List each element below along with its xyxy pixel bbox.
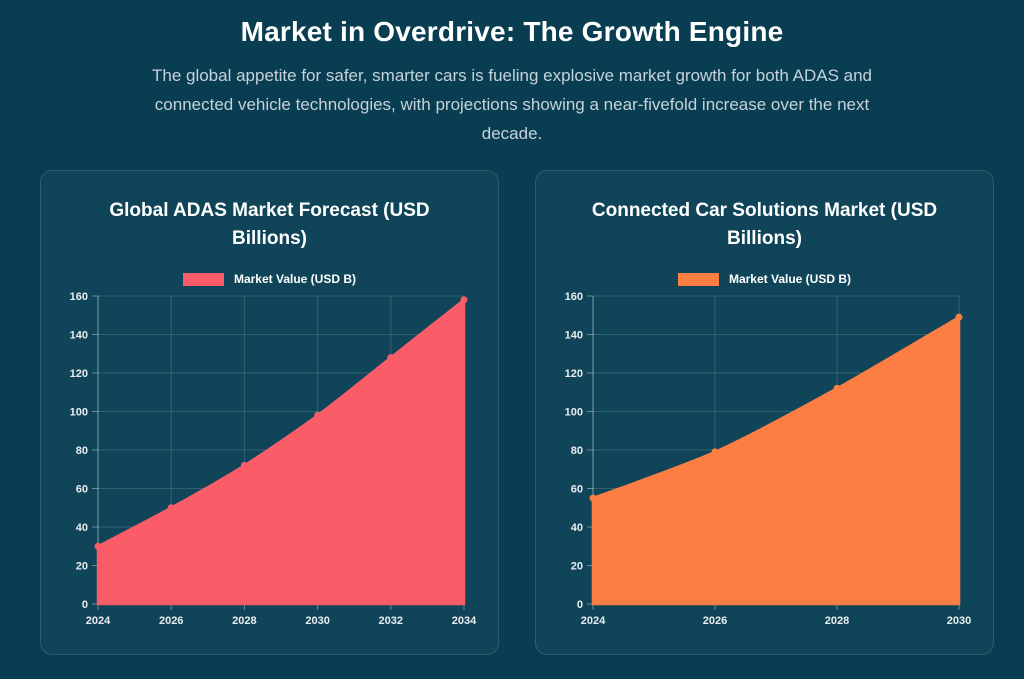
legend-swatch: [677, 272, 719, 286]
svg-text:0: 0: [81, 599, 87, 611]
page-title: Market in Overdrive: The Growth Engine: [240, 16, 784, 47]
svg-text:40: 40: [75, 522, 87, 534]
adas-area-chart: 0 20 40 60 80 100 120 140 160 2024 2026 2028 2030 203…: [69, 291, 476, 627]
svg-text:60: 60: [75, 483, 87, 495]
svg-text:40: 40: [570, 522, 582, 534]
svg-text:100: 100: [69, 406, 87, 418]
adas-chart-legend[interactable]: Market Value (USD B): [182, 272, 357, 287]
svg-text:2030: 2030: [305, 615, 329, 627]
page-subtitle: The global appetite for safer, smarter c…: [151, 66, 873, 143]
svg-text:80: 80: [75, 445, 87, 457]
svg-text:0: 0: [576, 599, 582, 611]
svg-text:100: 100: [564, 406, 582, 418]
connected-chart-card: Connected Car Solutions Market (USD Bill…: [535, 170, 994, 655]
svg-text:2032: 2032: [378, 615, 402, 627]
adas-chart-card: Global ADAS Market Forecast (USD Billion…: [40, 170, 499, 655]
connected-chart-title: Connected Car Solutions Market (USD Bill…: [591, 200, 938, 249]
page-header: Market in Overdrive: The Growth Engine T…: [0, 0, 1024, 149]
svg-text:120: 120: [69, 368, 87, 380]
svg-text:2026: 2026: [702, 615, 726, 627]
svg-text:2034: 2034: [451, 615, 476, 627]
connected-chart-legend[interactable]: Market Value (USD B): [677, 272, 852, 287]
svg-text:2026: 2026: [158, 615, 182, 627]
svg-text:20: 20: [570, 560, 582, 572]
svg-text:80: 80: [570, 445, 582, 457]
svg-text:2028: 2028: [824, 615, 848, 627]
svg-text:140: 140: [69, 329, 87, 341]
svg-text:2024: 2024: [85, 615, 110, 627]
adas-chart-title: Global ADAS Market Forecast (USD Billion…: [109, 200, 430, 249]
svg-text:160: 160: [564, 291, 582, 303]
svg-text:140: 140: [564, 329, 582, 341]
svg-text:20: 20: [75, 560, 87, 572]
legend-label: Market Value (USD B): [728, 272, 852, 287]
svg-text:2024: 2024: [580, 615, 605, 627]
svg-text:2028: 2028: [232, 615, 256, 627]
svg-text:60: 60: [570, 483, 582, 495]
svg-text:160: 160: [69, 291, 87, 303]
legend-label: Market Value (USD B): [233, 272, 357, 287]
svg-text:2030: 2030: [946, 615, 970, 627]
legend-swatch: [182, 272, 224, 286]
connected-area-chart: 0 20 40 60 80 100 120 140 160 2024 2026 2028 2030: [564, 291, 971, 627]
svg-text:120: 120: [564, 368, 582, 380]
